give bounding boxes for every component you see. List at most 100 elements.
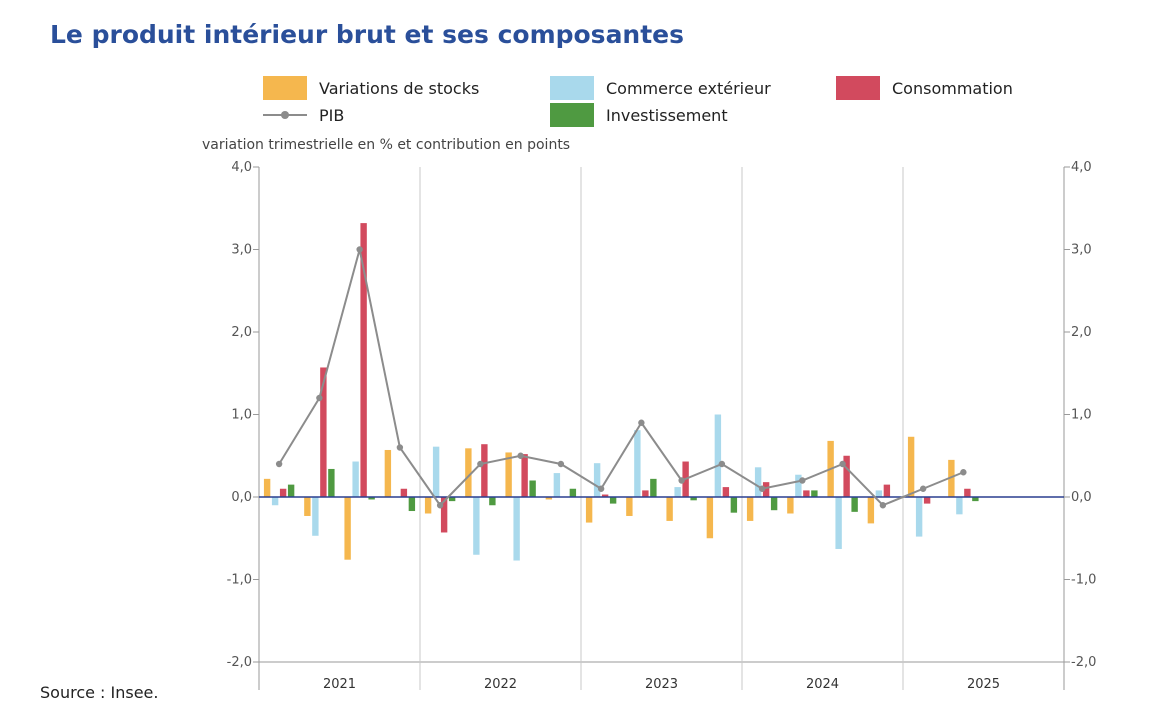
bar-investissement xyxy=(609,497,617,504)
bar-variations-de-stocks xyxy=(626,497,633,516)
bar-commerce-ext-rieur xyxy=(714,414,722,497)
bar-commerce-ext-rieur xyxy=(593,463,601,497)
legend-item-pib: PIB xyxy=(263,103,344,127)
legend-item-stocks: Variations de stocks xyxy=(263,76,479,100)
pib-point xyxy=(718,460,726,468)
legend-item-commerce: Commerce extérieur xyxy=(550,76,771,100)
bar-consommation xyxy=(521,454,528,497)
pib-point xyxy=(799,477,806,484)
bar-variations-de-stocks xyxy=(304,497,311,516)
bar-variations-de-stocks xyxy=(424,497,432,514)
bar-commerce-ext-rieur xyxy=(432,446,440,497)
pib-point xyxy=(477,460,484,468)
y-tick-label-left: 4,0 xyxy=(231,160,252,175)
pib-point xyxy=(316,394,323,402)
bar-variations-de-stocks xyxy=(344,497,351,560)
pib-point xyxy=(960,469,967,476)
bar-commerce-ext-rieur xyxy=(795,474,802,497)
bar-investissement xyxy=(730,497,738,513)
y-tick-label-right: 3,0 xyxy=(1071,243,1092,258)
bar-consommation xyxy=(762,482,770,497)
legend-item-consommation: Consommation xyxy=(836,76,1013,100)
legend-label-commerce: Commerce extérieur xyxy=(606,78,771,98)
bar-variations-de-stocks xyxy=(706,497,714,539)
bar-investissement xyxy=(287,484,295,497)
bar-consommation xyxy=(803,490,810,497)
legend-swatch-stocks xyxy=(263,76,307,100)
y-tick-label-right: -1,0 xyxy=(1071,573,1096,588)
pib-point xyxy=(557,460,565,468)
bar-commerce-ext-rieur xyxy=(513,497,520,561)
legend-swatch-consommation xyxy=(836,76,880,100)
bar-investissement xyxy=(408,497,416,512)
bar-consommation xyxy=(843,455,850,497)
y-tick-label-right: -2,0 xyxy=(1071,655,1096,670)
bar-consommation xyxy=(923,497,931,504)
legend-label-consommation: Consommation xyxy=(892,78,1013,98)
pib-point xyxy=(758,485,766,492)
bar-commerce-ext-rieur xyxy=(956,497,963,515)
bar-investissement xyxy=(529,480,536,497)
bar-commerce-ext-rieur xyxy=(835,497,842,549)
bar-consommation xyxy=(320,367,327,497)
pib-point xyxy=(275,460,283,468)
legend-line-pib xyxy=(263,103,307,127)
bar-consommation xyxy=(400,488,408,497)
bar-commerce-ext-rieur xyxy=(915,497,923,537)
bar-consommation xyxy=(601,494,609,497)
x-tick-label: 2024 xyxy=(806,677,839,692)
bar-variations-de-stocks xyxy=(384,449,392,497)
pib-point xyxy=(879,502,887,509)
bar-consommation xyxy=(481,444,488,497)
pib-point xyxy=(638,419,645,426)
bar-commerce-ext-rieur xyxy=(312,497,319,536)
bar-commerce-ext-rieur xyxy=(271,497,279,506)
legend-item-investissement: Investissement xyxy=(550,103,728,127)
bar-variations-de-stocks xyxy=(948,459,955,497)
y-tick-label-right: 2,0 xyxy=(1071,325,1092,340)
legend-label-pib: PIB xyxy=(319,105,345,125)
bar-investissement xyxy=(811,490,818,497)
x-tick-label: 2022 xyxy=(484,677,517,692)
bar-consommation xyxy=(279,488,287,497)
bar-investissement xyxy=(368,497,375,500)
x-tick-label: 2025 xyxy=(967,677,1000,692)
bar-variations-de-stocks xyxy=(263,478,271,497)
bar-variations-de-stocks xyxy=(505,452,512,497)
bar-investissement xyxy=(851,497,858,512)
bar-consommation xyxy=(722,487,730,497)
unit-label: variation trimestrielle en % et contribu… xyxy=(202,137,571,153)
bar-investissement xyxy=(489,497,496,506)
bar-variations-de-stocks xyxy=(746,497,754,521)
bar-variations-de-stocks xyxy=(666,497,673,521)
bar-commerce-ext-rieur xyxy=(875,490,883,497)
bar-investissement xyxy=(972,497,979,502)
bar-commerce-ext-rieur xyxy=(473,497,480,555)
pib-point xyxy=(597,485,605,492)
bar-variations-de-stocks xyxy=(465,448,472,497)
bar-investissement xyxy=(650,478,657,497)
pib-point xyxy=(919,485,927,492)
bar-variations-de-stocks xyxy=(867,497,875,524)
pib-point xyxy=(839,460,846,468)
bar-variations-de-stocks xyxy=(585,497,593,523)
y-tick-label-right: 0,0 xyxy=(1071,490,1092,505)
pib-point xyxy=(517,452,524,459)
bar-consommation xyxy=(440,497,448,533)
y-tick-label-left: 3,0 xyxy=(231,243,252,258)
y-tick-label-left: -1,0 xyxy=(227,573,252,588)
bar-commerce-ext-rieur xyxy=(674,487,681,497)
bar-investissement xyxy=(690,497,697,501)
pib-line xyxy=(278,249,964,507)
y-tick-label-right: 4,0 xyxy=(1071,160,1092,175)
bar-variations-de-stocks xyxy=(907,436,915,497)
bar-investissement xyxy=(569,488,577,497)
bar-commerce-ext-rieur xyxy=(634,430,641,497)
bar-consommation xyxy=(642,490,649,497)
y-tick-label-left: 2,0 xyxy=(231,325,252,340)
legend-swatch-investissement xyxy=(550,103,594,127)
bar-investissement xyxy=(770,497,778,511)
bar-investissement xyxy=(448,497,456,502)
legend-label-stocks: Variations de stocks xyxy=(319,78,480,98)
